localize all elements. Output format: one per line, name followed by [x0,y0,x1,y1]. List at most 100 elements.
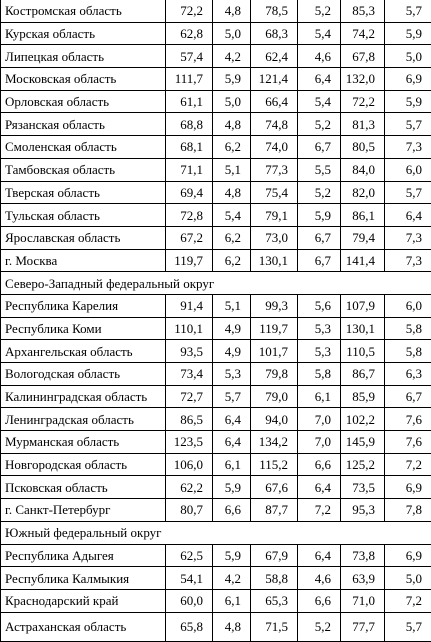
value-cell: 5,3 [298,340,341,363]
value-cell: 71,0 [341,589,385,612]
value-cell: 5,3 [213,363,251,386]
value-cell: 6,7 [298,249,341,272]
section-row: Южный федеральный округ [1,521,431,544]
value-cell: 80,5 [341,136,385,159]
value-cell: 6,1 [213,453,251,476]
value-cell: 86,5 [166,408,213,431]
region-name: Липецкая область [1,45,166,68]
value-cell: 79,4 [341,226,385,249]
value-cell: 74,8 [251,113,298,136]
value-cell: 72,7 [166,385,213,408]
value-cell: 5,9 [385,90,431,113]
region-name: Астраханская область [1,612,166,641]
value-cell: 62,8 [166,22,213,45]
value-cell: 54,1 [166,567,213,590]
value-cell: 5,7 [385,181,431,204]
value-cell: 5,2 [298,612,341,641]
value-cell: 95,3 [341,499,385,522]
value-cell: 6,4 [385,204,431,227]
region-name: Краснодарский край [1,589,166,612]
value-cell: 6,4 [298,476,341,499]
region-name: Ярославская область [1,226,166,249]
value-cell: 80,7 [166,499,213,522]
value-cell: 7,2 [385,453,431,476]
value-cell: 5,6 [298,294,341,317]
value-cell: 4,8 [213,0,251,22]
value-cell: 6,6 [298,589,341,612]
value-cell: 7,3 [385,249,431,272]
value-cell: 4,8 [213,181,251,204]
value-cell: 5,0 [213,90,251,113]
value-cell: 4,9 [213,340,251,363]
value-cell: 6,4 [213,408,251,431]
value-cell: 134,2 [251,431,298,454]
value-cell: 5,9 [213,68,251,91]
region-name: Ленинградская область [1,408,166,431]
region-name: Республика Адыгея [1,544,166,567]
value-cell: 66,4 [251,90,298,113]
value-cell: 123,5 [166,431,213,454]
section-title: Северо-Западный федеральный округ [1,272,431,295]
value-cell: 125,2 [341,453,385,476]
region-name: Курская область [1,22,166,45]
region-name: Новгородская область [1,453,166,476]
value-cell: 7,2 [298,499,341,522]
value-cell: 6,2 [213,249,251,272]
value-cell: 73,5 [341,476,385,499]
value-cell: 5,8 [385,340,431,363]
value-cell: 74,0 [251,136,298,159]
value-cell: 72,2 [166,0,213,22]
value-cell: 5,7 [213,385,251,408]
value-cell: 86,7 [341,363,385,386]
region-name: Тульская область [1,204,166,227]
value-cell: 7,3 [385,226,431,249]
value-cell: 106,0 [166,453,213,476]
value-cell: 84,0 [341,158,385,181]
value-cell: 72,2 [341,90,385,113]
value-cell: 6,6 [213,499,251,522]
value-cell: 7,8 [385,499,431,522]
value-cell: 75,4 [251,181,298,204]
value-cell: 63,9 [341,567,385,590]
region-name: Вологодская область [1,363,166,386]
value-cell: 69,4 [166,181,213,204]
value-cell: 7,0 [298,408,341,431]
value-cell: 5,4 [298,90,341,113]
value-cell: 6,9 [385,68,431,91]
value-cell: 5,7 [385,113,431,136]
value-cell: 4,2 [213,567,251,590]
section-title: Южный федеральный округ [1,521,431,544]
value-cell: 107,9 [341,294,385,317]
value-cell: 71,5 [251,612,298,641]
value-cell: 62,5 [166,544,213,567]
value-cell: 5,9 [213,476,251,499]
value-cell: 61,1 [166,90,213,113]
value-cell: 5,0 [213,22,251,45]
value-cell: 6,4 [298,544,341,567]
value-cell: 86,1 [341,204,385,227]
value-cell: 6,2 [213,226,251,249]
value-cell: 141,4 [341,249,385,272]
value-cell: 65,3 [251,589,298,612]
value-cell: 82,0 [341,181,385,204]
value-cell: 5,4 [298,22,341,45]
region-name: Республика Калмыкия [1,567,166,590]
value-cell: 4,6 [298,45,341,68]
region-name: Республика Коми [1,317,166,340]
value-cell: 68,1 [166,136,213,159]
